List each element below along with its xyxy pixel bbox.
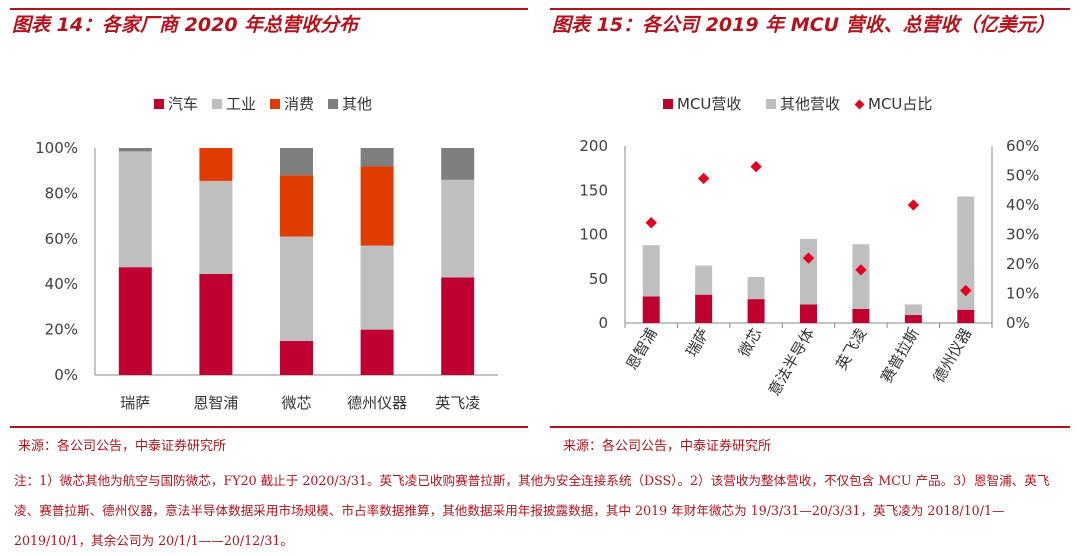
left-bar-segment	[199, 273, 233, 375]
right-bar-segment	[800, 238, 817, 305]
mcu-share-point	[802, 252, 815, 264]
right-source: 来源：各公司公告，中泰证券研究所	[563, 439, 772, 454]
right-legend-marker	[663, 99, 673, 109]
left-bar-segment	[199, 180, 233, 274]
left-legend-label: 汽车	[168, 95, 198, 113]
left-y-tick-label: 40%	[45, 275, 78, 293]
left-bar-segment	[441, 277, 475, 375]
right-bar-segment	[852, 308, 870, 323]
left-bar-segment	[118, 267, 152, 375]
right-bar-segment	[642, 245, 660, 297]
right-legend-label: MCU占比	[868, 95, 932, 113]
left-y-tick-label: 60%	[45, 230, 78, 248]
left-x-tick-label: 英飞凌	[435, 394, 480, 412]
left-chart-title: 图表 14：各家厂商 2020 年总营收分布	[12, 14, 359, 36]
right-bottom-rule	[550, 426, 1070, 428]
left-y-tick-label: 80%	[45, 184, 78, 202]
mcu-share-point	[855, 264, 867, 276]
left-bar-segment	[280, 236, 313, 341]
left-y-tick-label: 100%	[35, 139, 78, 157]
right-bar-segment	[747, 299, 765, 323]
mcu-share-point	[645, 217, 657, 229]
left-x-tick-label: 恩智浦	[193, 394, 238, 412]
right-y2-tick-label: 30%	[1006, 226, 1039, 244]
right-y-tick-label: 200	[579, 137, 608, 155]
right-legend-marker	[854, 99, 865, 110]
right-legend-label: 其他营收	[780, 95, 840, 113]
right-bar-segment	[852, 244, 870, 309]
left-bar-segment	[280, 340, 313, 375]
right-bar-segment	[695, 294, 713, 323]
left-y-tick-label: 20%	[45, 321, 78, 339]
left-top-rule	[10, 8, 528, 10]
left-x-tick-label: 瑞萨	[120, 394, 150, 412]
right-bar-segment	[904, 304, 922, 316]
left-bottom-rule	[10, 426, 528, 428]
left-legend-label: 其他	[342, 95, 372, 113]
right-bar-segment	[957, 196, 975, 310]
right-y2-tick-label: 60%	[1006, 137, 1039, 155]
mcu-share-point	[960, 284, 972, 297]
right-x-tick-label: 恩智浦	[623, 325, 661, 373]
right-x-tick-label: 微芯	[735, 325, 766, 360]
left-y-tick-label: 0%	[54, 366, 78, 384]
mcu-share-point	[697, 172, 710, 185]
left-bar-segment	[441, 148, 475, 180]
mcu-share-point	[907, 199, 920, 211]
right-x-tick-label: 赛普拉斯	[877, 325, 923, 386]
footnote: 注：1）微芯其他为航空与国防微芯，FY20 截止于 2020/3/31。英飞凌已…	[14, 473, 1050, 548]
right-top-rule	[550, 8, 1070, 10]
right-y-tick-label: 150	[579, 181, 608, 199]
right-bar-segment	[957, 309, 975, 323]
right-y-tick-label: 0	[598, 314, 608, 332]
right-y2-tick-label: 0%	[1006, 314, 1030, 332]
right-bar-segment	[642, 296, 660, 323]
left-bar-segment	[360, 329, 394, 375]
left-bar-segment	[280, 175, 313, 237]
right-bar-segment	[800, 304, 817, 323]
left-legend-label: 消费	[284, 95, 314, 113]
right-legend-marker	[766, 99, 776, 109]
left-bar-segment	[441, 179, 475, 278]
right-x-tick-label: 意法半导体	[765, 325, 818, 399]
right-y2-tick-label: 10%	[1006, 285, 1039, 303]
right-y-tick-label: 50	[589, 270, 608, 288]
left-legend-marker	[270, 99, 280, 109]
right-chart-title: 图表 15：各公司 2019 年 MCU 营收、总营收（亿美元）	[552, 14, 1055, 36]
left-bar-segment	[280, 148, 313, 176]
right-bar-segment	[695, 265, 713, 295]
left-legend-marker	[328, 99, 338, 109]
left-bar-segment	[118, 148, 152, 152]
left-legend-marker	[212, 99, 222, 109]
right-x-tick-label: 德州仪器	[930, 325, 976, 386]
left-bar-segment	[118, 151, 152, 268]
right-y2-tick-label: 20%	[1006, 255, 1039, 273]
left-legend-marker	[154, 99, 164, 109]
right-y-tick-label: 100	[579, 226, 608, 244]
right-y2-tick-label: 50%	[1006, 167, 1039, 185]
left-bar-segment	[199, 148, 233, 181]
right-y2-tick-label: 40%	[1006, 196, 1039, 214]
right-bar-segment	[747, 276, 765, 300]
mcu-revenue-chart: MCU营收 其他营收 MCU占比 0 50 100 150 200 0% 10% 20% 30% 40%…	[579, 95, 1039, 399]
right-x-tick-label: 英飞凌	[832, 325, 870, 373]
right-x-tick-label: 瑞萨	[683, 325, 714, 360]
left-bar-segment	[360, 245, 394, 330]
right-bar-segment	[904, 315, 922, 323]
left-x-tick-label: 德州仪器	[347, 394, 407, 412]
left-source: 来源：各公司公告，中泰证券研究所	[18, 439, 227, 454]
left-legend-label: 工业	[226, 95, 256, 113]
right-legend-label: MCU营收	[677, 95, 741, 113]
left-bar-segment	[360, 148, 394, 167]
left-bar-segment	[360, 166, 394, 246]
revenue-distribution-chart: 汽车 工业 消费 其他 0% 20% 40% 60% 80% 100% 瑞萨 恩智浦 微芯 德州仪器 英飞凌	[35, 95, 498, 412]
mcu-share-point	[750, 160, 762, 173]
left-x-tick-label: 微芯	[281, 394, 311, 412]
